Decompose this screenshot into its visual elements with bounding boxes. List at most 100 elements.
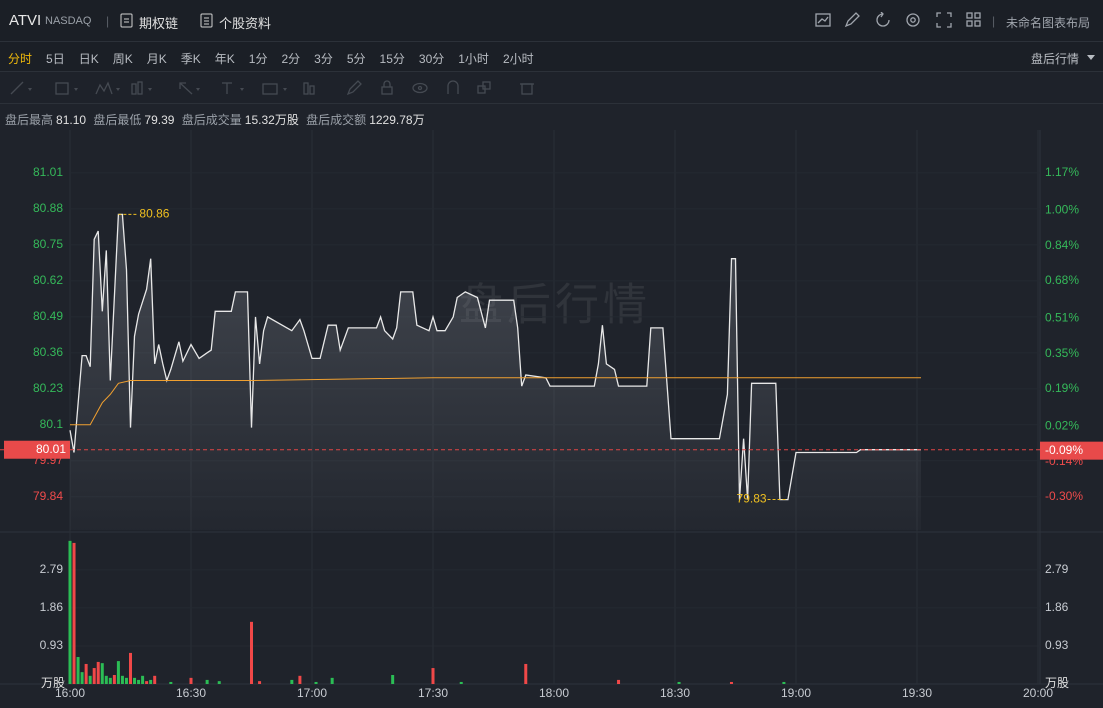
y-tick-label: 80.75 bbox=[33, 237, 63, 251]
after-hours-stats: 盘后最高 81.10 盘后最低 79.39 盘后成交量 15.32万股 盘后成交额 12… bbox=[5, 111, 429, 128]
volume-bar bbox=[141, 675, 145, 684]
profile-icon bbox=[200, 13, 213, 28]
stat-label: 盘后成交额 bbox=[306, 113, 367, 127]
volume-bar bbox=[524, 663, 528, 684]
tab[interactable]: 15分 bbox=[379, 52, 405, 66]
layout-icon[interactable] bbox=[966, 12, 981, 27]
volume-bar bbox=[217, 681, 221, 684]
volume-bar bbox=[314, 681, 318, 684]
draw-icon[interactable] bbox=[844, 12, 860, 28]
last-pct-tag bbox=[1040, 441, 1103, 460]
tab[interactable]: 5日 bbox=[46, 52, 65, 66]
tab[interactable]: 1分 bbox=[248, 52, 268, 66]
volume-bar bbox=[124, 677, 128, 684]
tab[interactable]: 周K bbox=[112, 52, 133, 66]
plot: 盘后行情 16:00 16:30 17:00 17:30 18:00 18:30 19:00… bbox=[0, 130, 1103, 700]
x-tick-label: 16:00 bbox=[55, 686, 85, 700]
market-mode[interactable]: 盘后行情 bbox=[1030, 52, 1079, 66]
price-line bbox=[69, 213, 921, 501]
volume-bar bbox=[729, 681, 733, 684]
x-tick-label: 19:00 bbox=[781, 686, 811, 700]
tab[interactable]: 季K bbox=[180, 52, 201, 66]
profile-link[interactable]: 个股资料 bbox=[219, 16, 272, 31]
last-price-tag bbox=[4, 440, 70, 459]
y-tick-label: 81.01 bbox=[33, 165, 63, 179]
volume-bar bbox=[104, 675, 108, 684]
tab[interactable]: 年K bbox=[214, 52, 235, 66]
y2-tick-label: 0.51% bbox=[1045, 311, 1079, 325]
volume-tick-label: 1.86 bbox=[40, 600, 64, 614]
volume-bar bbox=[133, 677, 137, 684]
y2-tick-label: 0.35% bbox=[1045, 346, 1079, 360]
option-chain-link[interactable]: 期权链 bbox=[139, 16, 179, 31]
x-tick-label: 19:30 bbox=[902, 686, 932, 700]
fullscreen-icon[interactable] bbox=[936, 12, 952, 28]
y-tick-label: 80.88 bbox=[33, 201, 63, 215]
stat-label: 盘后成交量 bbox=[181, 113, 242, 127]
price-area bbox=[70, 214, 922, 530]
tab[interactable]: 2分 bbox=[281, 52, 301, 66]
volume-bar bbox=[617, 679, 621, 684]
tab[interactable]: 分时 bbox=[8, 50, 33, 74]
period-tabs: 分时 5日 日K 周K 月K 季K 年K 1分 2分 3分 5分 15分 30分… bbox=[0, 42, 1103, 74]
y2-tick-label: -0.30% bbox=[1045, 489, 1083, 503]
y2-tick-label: 0.19% bbox=[1045, 381, 1079, 395]
y2-tick-label: 0.68% bbox=[1045, 273, 1079, 287]
volume-bar bbox=[189, 677, 193, 684]
volume-bar bbox=[120, 675, 124, 684]
stat-value: 79.39 bbox=[144, 113, 175, 127]
volume-bar bbox=[112, 675, 116, 684]
volume-bar bbox=[459, 681, 463, 684]
tab[interactable]: 1小时 bbox=[458, 52, 489, 66]
y-tick-label: 80.36 bbox=[33, 345, 63, 359]
volume-bar bbox=[68, 540, 72, 684]
layout-name[interactable]: 未命名图表布局 bbox=[1006, 16, 1091, 30]
x-tick-label: 18:30 bbox=[660, 686, 690, 700]
stat-label: 盘后最高 bbox=[5, 113, 54, 127]
x-tick-label: 17:00 bbox=[297, 686, 327, 700]
volume-unit: 万股 bbox=[41, 676, 65, 690]
y2-tick-label: 0.02% bbox=[1045, 419, 1079, 433]
drawing-toolbar bbox=[0, 72, 1103, 104]
volume-bar bbox=[290, 679, 294, 684]
volume-bar bbox=[108, 677, 112, 684]
annotation-label: 79.83 bbox=[737, 492, 767, 506]
separator: | bbox=[106, 14, 110, 28]
last-pct-label: -0.09% bbox=[1045, 443, 1083, 457]
tab[interactable]: 日K bbox=[78, 52, 99, 66]
x-tick-label: 17:30 bbox=[418, 686, 448, 700]
volume-bar bbox=[137, 679, 141, 684]
tab[interactable]: 5分 bbox=[346, 52, 366, 66]
volume-tick-label: 0.93 bbox=[40, 638, 64, 652]
tab[interactable]: 月K bbox=[146, 52, 167, 66]
volume-bar bbox=[96, 661, 100, 684]
indicator-icon[interactable] bbox=[815, 13, 831, 27]
volume-bar bbox=[72, 542, 76, 684]
tab[interactable]: 2小时 bbox=[502, 52, 534, 66]
x-tick-label: 16:30 bbox=[176, 686, 206, 700]
symbol: ATVI bbox=[9, 12, 42, 29]
settings-icon[interactable] bbox=[906, 13, 920, 27]
volume-bar bbox=[84, 663, 88, 684]
y-tick-label: 80.1 bbox=[40, 417, 64, 431]
chart: 盘后行情 16:00 16:30 17:00 17:30 18:00 18:30 19:00… bbox=[0, 104, 1103, 708]
volume-unit: 万股 bbox=[1045, 676, 1069, 690]
volume-bar bbox=[258, 681, 262, 684]
volume-bar bbox=[169, 681, 173, 684]
refresh-icon[interactable] bbox=[876, 12, 890, 27]
volume-tick-label: 1.86 bbox=[1045, 600, 1069, 614]
separator: | bbox=[992, 14, 996, 28]
annotation-label: 80.86 bbox=[139, 207, 169, 221]
y-tick-label: 80.23 bbox=[33, 381, 63, 395]
y-tick-label: 80.62 bbox=[33, 273, 63, 287]
tab-list: 分时 5日 日K 周K 月K 季K 年K 1分 2分 3分 5分 15分 30分… bbox=[8, 50, 534, 74]
y2-tick-label: 1.00% bbox=[1045, 203, 1079, 217]
tab[interactable]: 30分 bbox=[418, 52, 445, 66]
stat-value: 81.10 bbox=[56, 113, 87, 127]
volume-bar bbox=[129, 652, 132, 684]
tab[interactable]: 3分 bbox=[314, 52, 333, 66]
volume-bar bbox=[677, 681, 681, 684]
stat-value: 1229.78万 bbox=[369, 113, 425, 127]
volume-bar bbox=[76, 657, 80, 684]
